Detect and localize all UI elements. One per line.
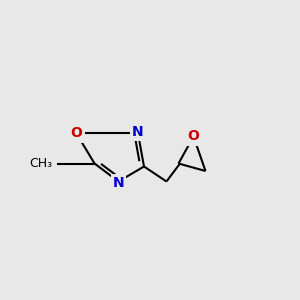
Text: N: N bbox=[132, 125, 144, 139]
Text: N: N bbox=[113, 176, 124, 190]
Text: O: O bbox=[70, 127, 83, 140]
Text: CH₃: CH₃ bbox=[29, 157, 52, 170]
Text: O: O bbox=[188, 130, 200, 143]
